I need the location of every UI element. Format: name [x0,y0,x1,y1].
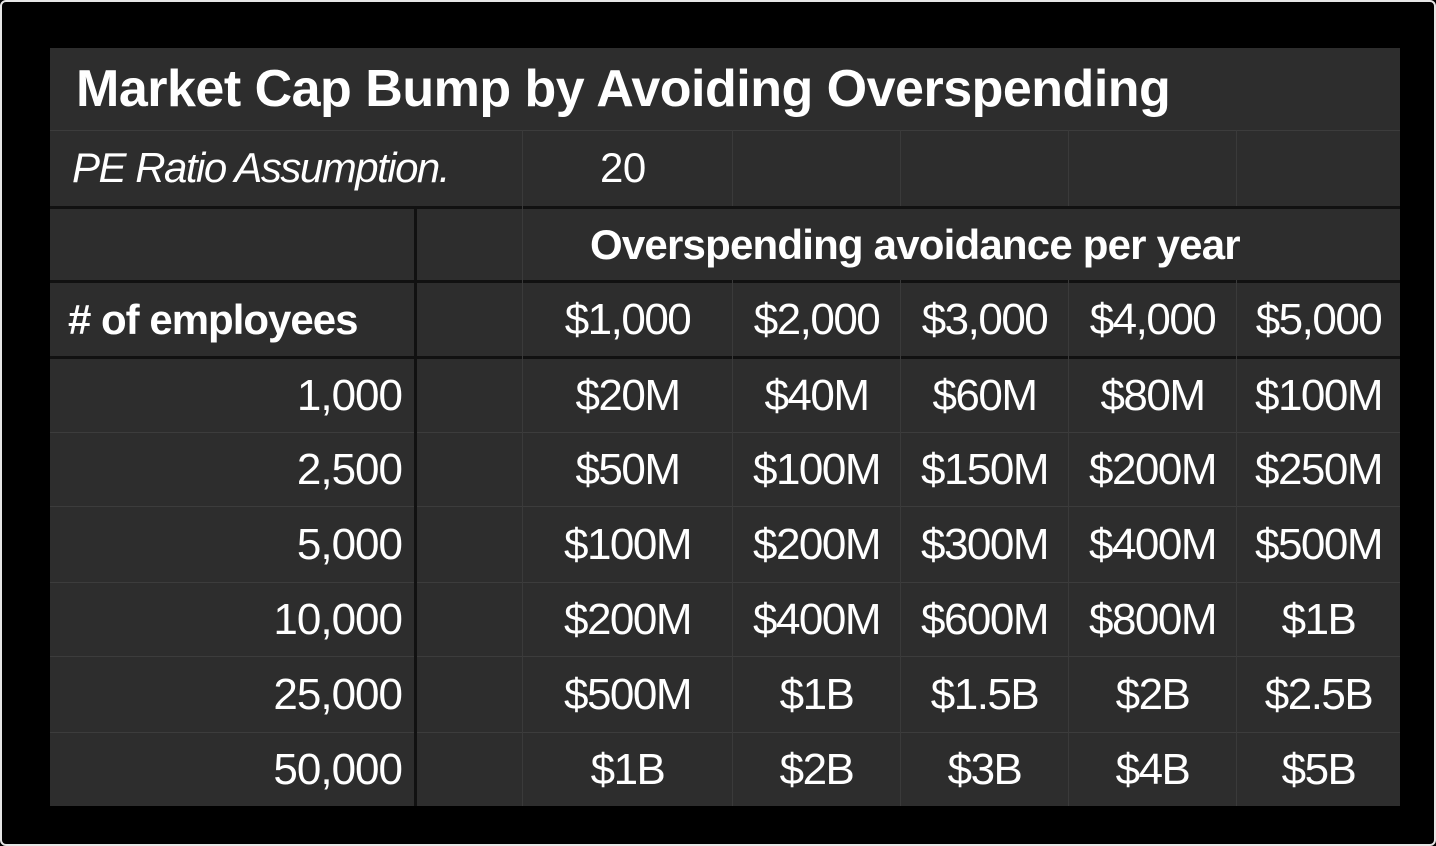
value-cell: $500M [1254,519,1384,569]
grid-line [50,732,1400,733]
value-cell: $2B [1115,669,1191,719]
grid-line [1068,280,1069,806]
value-cell: $200M [1088,444,1218,494]
grid-line [1236,130,1237,206]
value-cell: $50M [575,444,681,494]
table-row: 2,500 $50M $100M $150M $200M $250M [50,433,1400,506]
pe-ratio-label: PE Ratio Assumption. [72,144,450,191]
grid-line [732,130,733,206]
value-cell: $400M [1088,519,1218,569]
value-cell: $4B [1115,744,1191,794]
grid-line [50,130,1400,131]
grid-line [732,280,733,806]
grid-line [414,206,417,806]
group-header-row: Overspending avoidance per year [50,209,1400,280]
title-row: Market Cap Bump by Avoiding Overspending [50,48,1400,130]
value-cell: $1B [779,669,855,719]
value-cell: $1B [590,744,666,794]
value-cell: $20M [575,370,681,420]
value-cell: $600M [920,594,1050,644]
column-header: $4,000 [1089,294,1217,344]
value-cell: $1B [1281,594,1357,644]
value-cell: $80M [1100,370,1206,420]
spreadsheet-table: Market Cap Bump by Avoiding Overspending… [50,48,1400,806]
overspending-avoidance-header: Overspending avoidance per year [590,220,1241,268]
table-row: 1,000 $20M $40M $60M $80M $100M [50,359,1400,432]
grid-line [50,432,1400,433]
value-cell: $300M [920,519,1050,569]
value-cell: $3B [947,744,1023,794]
employees-cell: 5,000 [296,519,403,569]
employees-cell: 2,500 [296,444,403,494]
column-header: $2,000 [753,294,881,344]
value-cell: $250M [1254,444,1384,494]
employees-cell: 25,000 [273,669,403,719]
employees-cell: 1,000 [296,370,403,420]
employees-header: # of employees [68,295,358,343]
value-cell: $800M [1088,594,1218,644]
value-cell: $400M [752,594,882,644]
table-row: 5,000 $100M $200M $300M $400M $500M [50,507,1400,582]
grid-line [900,130,901,206]
grid-line [50,206,1400,209]
grid-line [50,656,1400,657]
table-row: 25,000 $500M $1B $1.5B $2B $2.5B [50,657,1400,732]
grid-line [1068,130,1069,206]
column-header: $5,000 [1255,294,1383,344]
value-cell: $100M [563,519,693,569]
value-cell: $40M [764,370,870,420]
grid-line [50,356,1400,359]
value-cell: $1.5B [930,669,1040,719]
pe-ratio-row: PE Ratio Assumption. 20 [50,130,1400,206]
grid-line [1236,280,1237,806]
grid-line [900,280,901,806]
column-header: $1,000 [564,294,692,344]
value-cell: $2B [779,744,855,794]
grid-line [50,280,1400,283]
value-cell: $5B [1281,744,1357,794]
grid-line [522,130,523,806]
grid-line [50,506,1400,507]
grid-line [50,582,1400,583]
column-header: $3,000 [921,294,1049,344]
value-cell: $200M [752,519,882,569]
column-header-row: # of employees $1,000 $2,000 $3,000 $4,0… [50,283,1400,356]
table-row: 10,000 $200M $400M $600M $800M $1B [50,583,1400,656]
employees-cell: 50,000 [273,744,403,794]
value-cell: $60M [932,370,1038,420]
value-cell: $150M [920,444,1050,494]
value-cell: $500M [563,669,693,719]
value-cell: $200M [563,594,693,644]
table-title: Market Cap Bump by Avoiding Overspending [76,60,1171,118]
value-cell: $100M [1254,370,1384,420]
table-row: 50,000 $1B $2B $3B $4B $5B [50,733,1400,806]
pe-ratio-value: 20 [600,144,646,191]
value-cell: $100M [752,444,882,494]
employees-cell: 10,000 [273,594,403,644]
value-cell: $2.5B [1264,669,1374,719]
